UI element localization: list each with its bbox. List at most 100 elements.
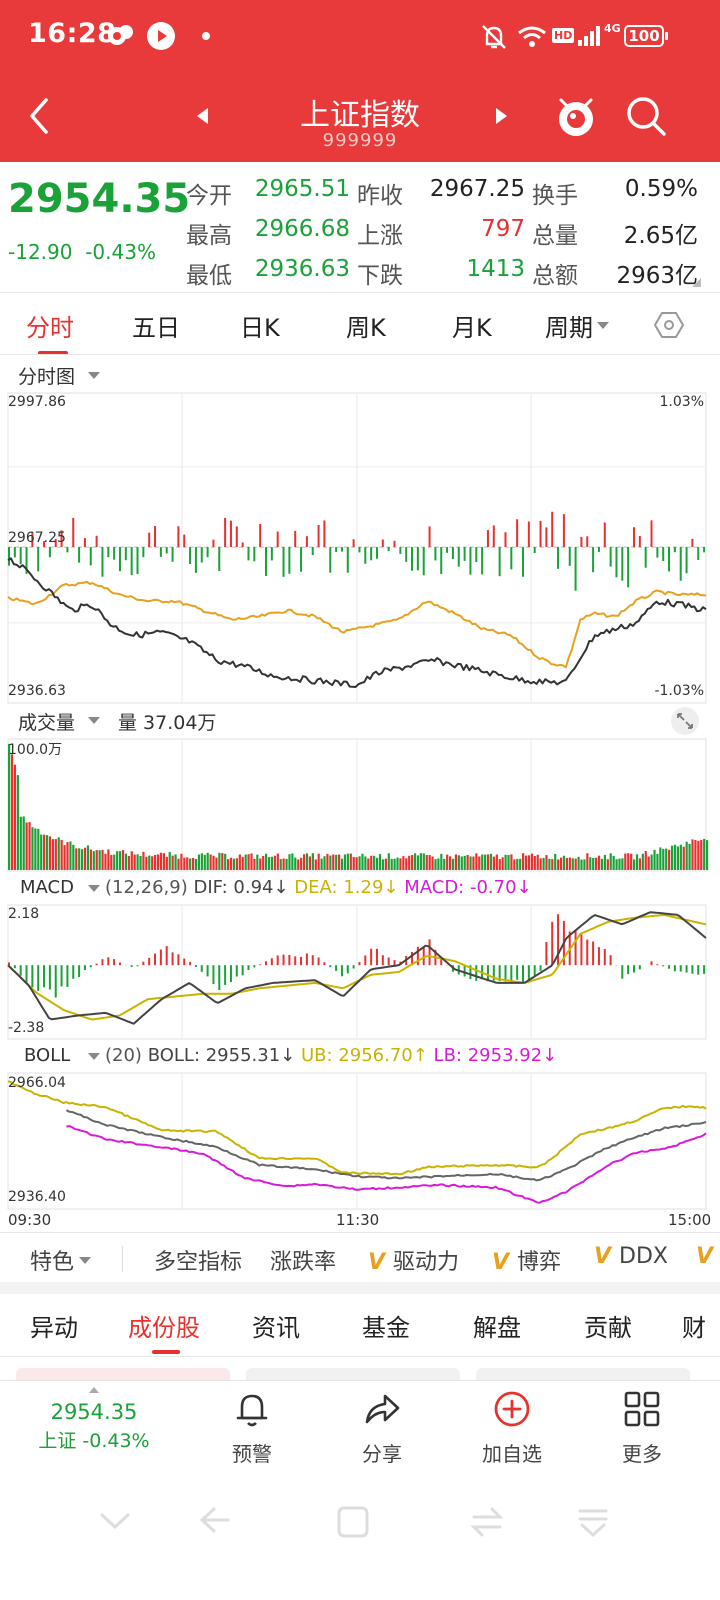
back-icon[interactable] [24, 96, 54, 136]
settings-hexagon-icon[interactable] [654, 310, 684, 340]
boll-dropdown-icon[interactable] [87, 1052, 101, 1061]
period-tab[interactable]: 五日 [132, 314, 180, 342]
delta-bar [533, 547, 536, 554]
intraday-title[interactable]: 分时图 [18, 366, 76, 388]
info-tab[interactable]: 解盘 [473, 1314, 521, 1342]
nav-recent-icon[interactable] [470, 1505, 504, 1539]
delta-bar [25, 547, 28, 574]
info-tab[interactable]: 资讯 [252, 1314, 300, 1342]
indicator-tab[interactable]: 涨跌率 [270, 1244, 336, 1276]
macd-title[interactable]: MACD [20, 877, 74, 898]
period-tab[interactable]: 月K [452, 314, 492, 342]
volume-bar [574, 858, 577, 870]
indicator-tab[interactable]: 多空指标 [154, 1244, 242, 1276]
volume-bar [361, 853, 364, 870]
share-label: 分享 [362, 1442, 402, 1466]
period-tab[interactable]: 分时 [26, 314, 74, 342]
volume-bar [703, 838, 706, 870]
macd-bar [627, 965, 630, 975]
delta-bar [697, 547, 700, 560]
mascot-icon[interactable] [553, 92, 599, 140]
volume-bar [340, 858, 344, 870]
info-tab[interactable]: 成份股 [128, 1314, 200, 1342]
collapse-up-icon[interactable] [88, 1386, 100, 1394]
divider [0, 354, 720, 355]
info-tab[interactable]: 异动 [30, 1314, 78, 1342]
macd-bar [317, 957, 320, 966]
info-tab[interactable]: 基金 [362, 1314, 410, 1342]
add-circle-icon [494, 1391, 530, 1427]
volume-bar [241, 857, 244, 870]
macd-dea-line [7, 914, 707, 1021]
add-watchlist-button[interactable]: 加自选 [452, 1390, 572, 1467]
stat-value: 2.65亿 [623, 223, 698, 249]
volume-dropdown-icon[interactable] [87, 716, 101, 725]
macd-bar [200, 965, 203, 972]
nav-back-icon[interactable] [198, 1505, 232, 1535]
macd-chart[interactable] [0, 904, 720, 1040]
volume-bar [247, 854, 250, 870]
delta-bar [37, 547, 40, 572]
next-stock-icon[interactable] [494, 106, 510, 126]
delta-bar [522, 547, 525, 577]
volume-bar [530, 853, 533, 870]
macd-bar [107, 957, 110, 966]
period-dropdown-icon[interactable] [596, 320, 610, 330]
volume-bar [627, 853, 630, 870]
intraday-dropdown-icon[interactable] [87, 371, 101, 380]
add-watchlist-label: 加自选 [482, 1442, 542, 1466]
indicator-tab[interactable]: V 驱动力 [368, 1244, 459, 1276]
boll-title[interactable]: BOLL [24, 1045, 71, 1066]
volume-bar [22, 816, 25, 870]
indicator-tab[interactable]: V 博弈 [492, 1244, 561, 1276]
nav-home-icon[interactable] [336, 1505, 370, 1539]
indicator-tab[interactable]: V DDX [594, 1244, 668, 1269]
nav-menu-icon[interactable] [576, 1505, 610, 1539]
info-tab[interactable]: 贡献 [584, 1314, 632, 1342]
prev-stock-icon[interactable] [194, 106, 210, 126]
more-button[interactable]: 更多 [582, 1390, 702, 1467]
info-tab[interactable]: 财 [682, 1314, 706, 1342]
share-button[interactable]: 分享 [322, 1390, 442, 1467]
delta-bar [352, 539, 355, 548]
nav-down-icon[interactable] [98, 1505, 132, 1535]
volume-bar [647, 856, 650, 870]
intraday-chart[interactable] [0, 392, 720, 704]
period-tab[interactable]: 周K [346, 314, 386, 342]
volume-title[interactable]: 成交量 [18, 712, 76, 734]
volume-bar [484, 854, 487, 870]
volume-bar [597, 855, 601, 870]
volume-bar [358, 856, 361, 870]
volume-bar [142, 851, 145, 870]
expand-corner-icon[interactable] [690, 276, 702, 288]
search-icon[interactable] [624, 94, 668, 138]
volume-bar [624, 853, 627, 870]
special-tab[interactable]: 特色 [30, 1244, 74, 1276]
volume-bar [679, 844, 682, 870]
period-tab[interactable]: 周期 [545, 314, 593, 342]
bottom-quote[interactable]: 2954.35 上证 -0.43% [26, 1400, 162, 1453]
volume-bar [688, 843, 691, 870]
delta-bar [270, 547, 273, 561]
current-price: 2954.35 [8, 176, 191, 222]
volume-bar [194, 858, 198, 870]
volume-bar [282, 858, 285, 870]
volume-bar [600, 858, 604, 870]
macd-bar [265, 961, 268, 966]
fullscreen-icon[interactable] [670, 706, 700, 736]
volume-bar [124, 853, 128, 870]
volume-bar [682, 846, 685, 870]
volume-chart[interactable] [0, 738, 720, 872]
vip-icon: V [368, 1250, 386, 1275]
alert-button[interactable]: 预警 [192, 1390, 312, 1467]
special-dropdown-icon[interactable] [78, 1256, 92, 1265]
period-tab[interactable]: 日K [240, 314, 280, 342]
macd-dropdown-icon[interactable] [87, 884, 101, 893]
boll-chart[interactable] [0, 1072, 720, 1210]
macd-bar [276, 955, 279, 966]
macd-bar [516, 965, 519, 980]
delta-bar [346, 547, 349, 573]
volume-bar [656, 853, 659, 870]
macd-bar [253, 965, 256, 968]
card-peek [476, 1368, 690, 1380]
